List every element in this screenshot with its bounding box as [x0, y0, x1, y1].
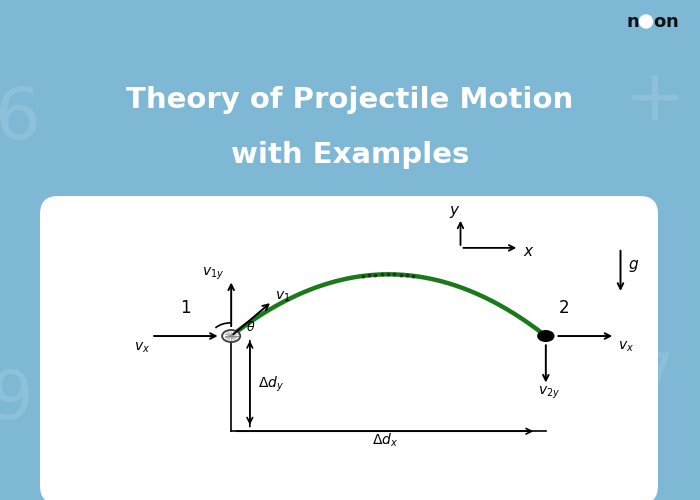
- Text: n: n: [626, 13, 639, 31]
- Text: $\Delta d_y$: $\Delta d_y$: [258, 374, 284, 394]
- Text: 6: 6: [0, 86, 41, 154]
- Text: o: o: [640, 13, 652, 31]
- Text: x: x: [524, 244, 533, 258]
- Text: 7: 7: [635, 350, 675, 410]
- Text: Theory of Projectile Motion: Theory of Projectile Motion: [127, 86, 573, 114]
- Text: $v_1$: $v_1$: [275, 290, 290, 304]
- Text: 1: 1: [181, 299, 191, 317]
- Text: 2: 2: [559, 299, 570, 317]
- Text: y: y: [450, 204, 459, 218]
- Text: n: n: [666, 13, 678, 31]
- Text: o: o: [653, 13, 665, 31]
- Circle shape: [640, 15, 652, 28]
- Text: $v_{2y}$: $v_{2y}$: [538, 384, 560, 400]
- Text: ∫: ∫: [45, 438, 85, 500]
- FancyBboxPatch shape: [40, 196, 658, 500]
- Text: $v_x$: $v_x$: [134, 341, 150, 355]
- Circle shape: [222, 330, 240, 342]
- Text: $\Delta d_x$: $\Delta d_x$: [372, 432, 399, 449]
- Text: $v_x$: $v_x$: [618, 340, 634, 354]
- Text: $v_{1y}$: $v_{1y}$: [202, 266, 224, 282]
- Text: 9: 9: [0, 367, 33, 433]
- Circle shape: [538, 330, 554, 342]
- Text: +: +: [624, 66, 685, 134]
- Text: with Examples: with Examples: [231, 141, 469, 169]
- Text: $\theta$: $\theta$: [246, 320, 256, 334]
- Text: g: g: [629, 257, 638, 272]
